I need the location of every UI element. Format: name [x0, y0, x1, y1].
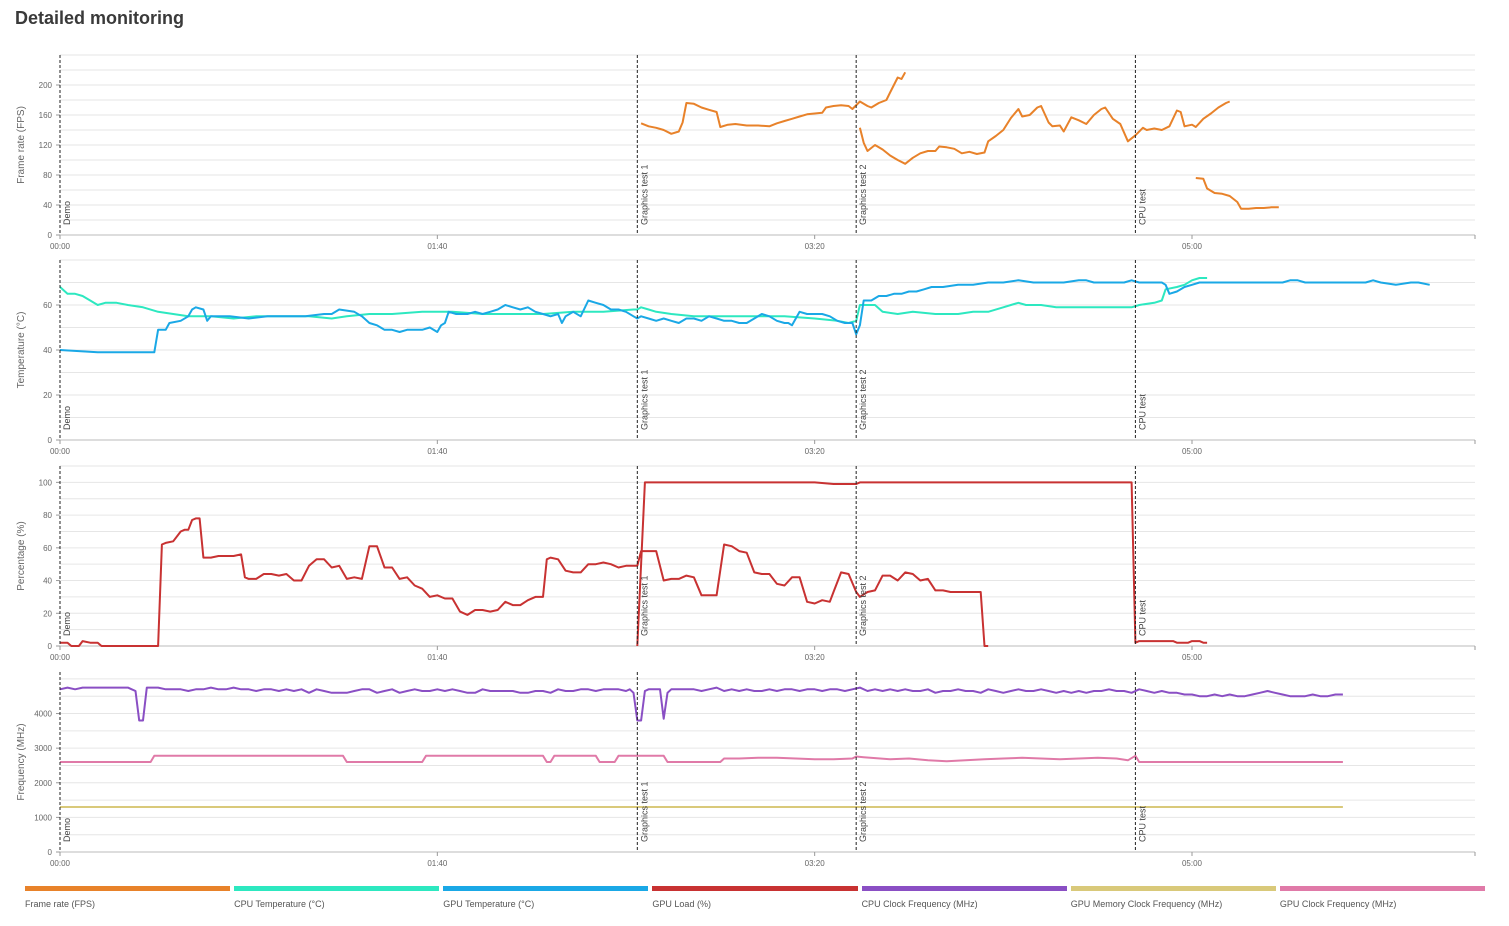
legend-label: CPU Temperature (°C)	[234, 899, 325, 909]
y-tick-label: 100	[39, 478, 53, 487]
test-marker-label: CPU test	[1137, 599, 1147, 636]
y-tick-label: 0	[48, 848, 53, 857]
y-tick-label: 120	[39, 141, 53, 150]
x-tick-label: 01:40	[427, 242, 448, 251]
x-tick-label: 01:40	[427, 653, 448, 662]
legend-item[interactable]: GPU Clock Frequency (MHz)	[1279, 886, 1485, 909]
y-tick-label: 2000	[34, 779, 52, 788]
y-tick-label: 40	[43, 346, 52, 355]
series-line	[59, 277, 1208, 324]
y-tick-label: 60	[43, 544, 52, 553]
x-tick-label: 00:00	[50, 653, 71, 662]
legend-label: GPU Load (%)	[652, 899, 711, 909]
legend-label: GPU Memory Clock Frequency (MHz)	[1070, 899, 1223, 909]
y-tick-label: 200	[39, 81, 53, 90]
series-line	[1195, 177, 1279, 210]
legend-swatch	[652, 886, 858, 891]
series-line	[60, 754, 1343, 763]
legend-label: Frame rate (FPS)	[25, 899, 96, 909]
test-marker-label: Graphics test 2	[858, 781, 868, 842]
series-line	[636, 481, 1208, 647]
legend-item[interactable]: GPU Load (%)	[652, 886, 858, 909]
x-tick-label: 00:00	[50, 447, 71, 456]
legend-item[interactable]: Frame rate (FPS)	[25, 886, 231, 909]
series-line	[59, 279, 1430, 354]
test-marker-label: CPU test	[1137, 188, 1147, 225]
y-tick-label: 160	[39, 111, 53, 120]
test-marker-label: Graphics test 1	[639, 369, 649, 430]
legend-item[interactable]: GPU Memory Clock Frequency (MHz)	[1070, 886, 1276, 909]
chart-panel-3: 0 20 40 60 80 100 00:00 01:40 03:20 05:00 Percenta…	[16, 465, 1476, 662]
test-marker-label: Demo	[62, 406, 72, 430]
test-marker-label: Demo	[62, 201, 72, 225]
legend-swatch	[25, 886, 231, 891]
y-axis-label: Frame rate (FPS)	[16, 106, 27, 184]
legend-label: GPU Clock Frequency (MHz)	[1279, 899, 1397, 909]
x-tick-label: 03:20	[805, 242, 826, 251]
y-tick-label: 20	[43, 609, 52, 618]
legend-item[interactable]: CPU Temperature (°C)	[234, 886, 440, 909]
series-line	[60, 517, 989, 647]
legend: Frame rate (FPS) CPU Temperature (°C) GPU …	[25, 886, 1485, 909]
x-tick-label: 05:00	[1182, 242, 1203, 251]
y-tick-label: 0	[48, 436, 53, 445]
y-tick-label: 60	[43, 301, 52, 310]
test-marker-label: Graphics test 2	[858, 164, 868, 225]
test-marker-label: CPU test	[1137, 393, 1147, 430]
y-axis-label: Temperature (°C)	[16, 312, 27, 389]
legend-swatch	[234, 886, 440, 891]
y-axis-label: Percentage (%)	[16, 521, 27, 590]
y-tick-label: 4000	[34, 710, 52, 719]
series-line	[59, 686, 1343, 722]
test-marker-label: Demo	[62, 612, 72, 636]
y-tick-label: 0	[48, 231, 53, 240]
page-title: Detailed monitoring	[15, 8, 185, 28]
legend-swatch	[861, 886, 1067, 891]
legend-item[interactable]: CPU Clock Frequency (MHz)	[861, 886, 1067, 909]
test-marker-label: Graphics test 1	[639, 575, 649, 636]
y-tick-label: 40	[43, 577, 52, 586]
y-tick-label: 3000	[34, 744, 52, 753]
y-axis-label: Frequency (MHz)	[16, 723, 27, 800]
legend-item[interactable]: GPU Temperature (°C)	[443, 886, 649, 909]
x-tick-label: 01:40	[427, 859, 448, 868]
x-tick-label: 00:00	[50, 242, 71, 251]
test-marker-label: Graphics test 1	[639, 164, 649, 225]
test-marker-label: Demo	[62, 818, 72, 842]
chart-panel-2: 0 20 40 60 00:00 01:40 03:20 05:00 Temperature (…	[16, 259, 1476, 456]
chart-panel-1: 0 40 80 120 160 200 00:00 01:40 03:20 05:00 Frame …	[16, 54, 1476, 251]
y-tick-label: 0	[48, 642, 53, 651]
x-tick-label: 03:20	[805, 859, 826, 868]
test-marker-label: Graphics test 1	[639, 781, 649, 842]
y-tick-label: 80	[43, 171, 52, 180]
legend-swatch	[1279, 886, 1485, 891]
x-tick-label: 00:00	[50, 859, 71, 868]
legend-swatch	[1070, 886, 1276, 891]
test-marker-label: CPU test	[1137, 805, 1147, 842]
test-marker-label: Graphics test 2	[858, 369, 868, 430]
series-line	[858, 100, 1231, 165]
x-tick-label: 05:00	[1182, 859, 1203, 868]
y-tick-label: 20	[43, 391, 52, 400]
legend-label: GPU Temperature (°C)	[443, 899, 535, 909]
x-tick-label: 01:40	[427, 447, 448, 456]
x-tick-label: 03:20	[805, 653, 826, 662]
chart-panel-4: 0 1000 2000 3000 4000 00:00 01:40 03:20 05:00 Fre…	[16, 672, 1476, 868]
y-tick-label: 40	[43, 201, 52, 210]
x-tick-label: 03:20	[805, 447, 826, 456]
legend-swatch	[443, 886, 649, 891]
series-line	[640, 71, 907, 135]
legend-label: CPU Clock Frequency (MHz)	[861, 899, 978, 909]
y-tick-label: 1000	[34, 813, 52, 822]
test-marker-label: Graphics test 2	[858, 575, 868, 636]
y-tick-label: 80	[43, 511, 52, 520]
x-tick-label: 05:00	[1182, 653, 1203, 662]
x-tick-label: 05:00	[1182, 447, 1203, 456]
